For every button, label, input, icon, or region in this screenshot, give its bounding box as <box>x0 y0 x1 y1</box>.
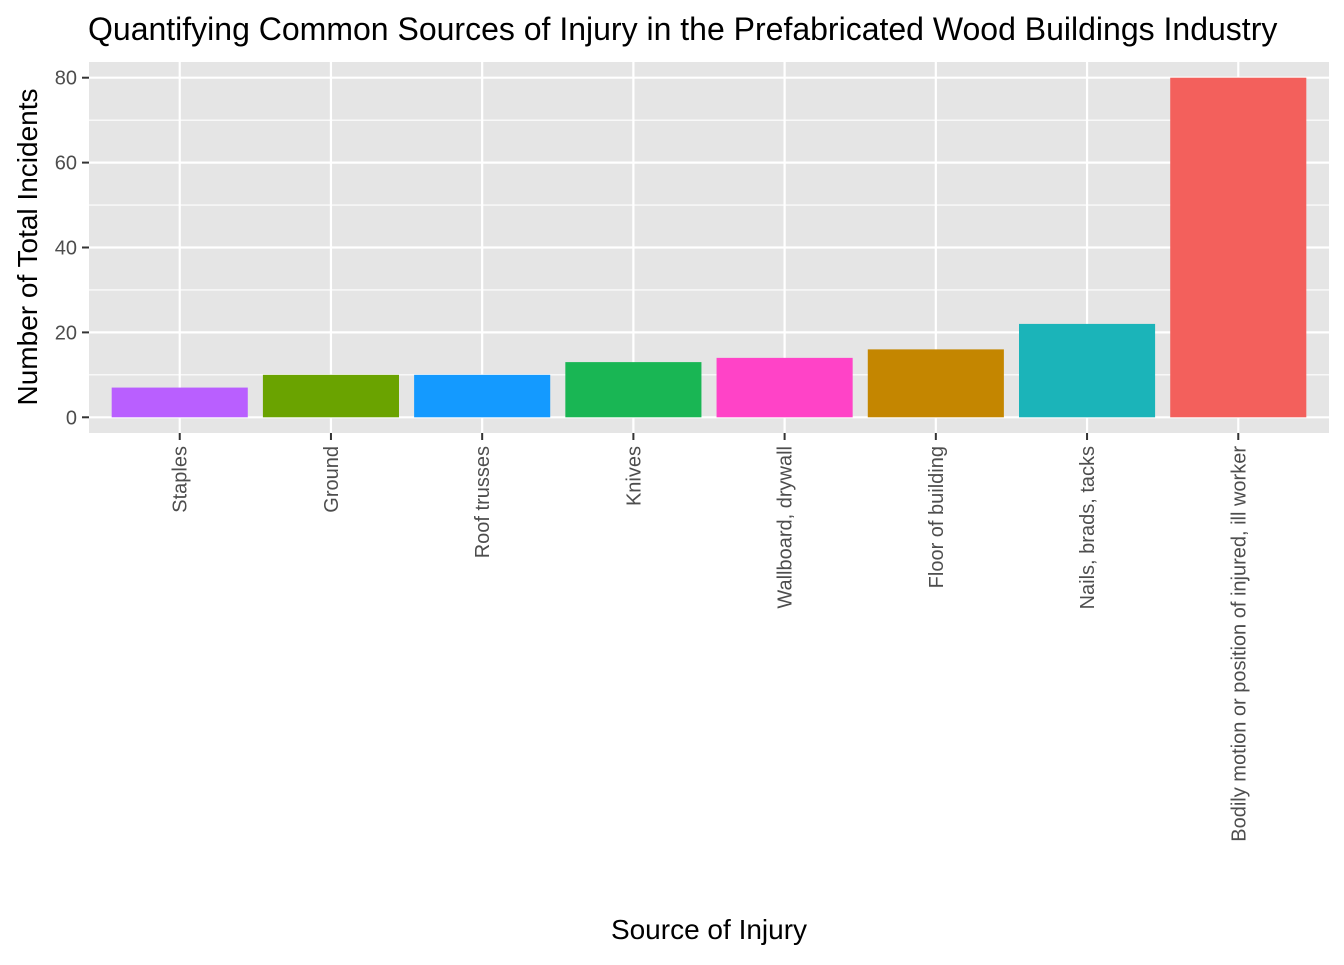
x-tick-label: Staples <box>170 446 192 513</box>
bar <box>565 362 702 418</box>
y-tick-label: 0 <box>66 407 77 429</box>
y-axis-title: Number of Total Incidents <box>12 89 43 406</box>
bars <box>111 77 1307 418</box>
x-tick-label: Floor of building <box>926 446 948 588</box>
bar <box>414 374 551 418</box>
bar <box>716 357 853 418</box>
y-tick-label: 40 <box>55 238 77 260</box>
x-tick-label: Wallboard, drywall <box>775 446 797 609</box>
y-tick-label: 60 <box>55 153 77 175</box>
x-tick-label: Knives <box>623 446 645 506</box>
bar <box>111 387 248 418</box>
grid-lines <box>89 62 1329 433</box>
x-tick-label: Bodily motion or position of injured, il… <box>1228 446 1250 842</box>
y-tick-label: 80 <box>55 68 77 90</box>
y-axis: 0 20 40 60 80 <box>55 68 89 429</box>
bar <box>1170 77 1307 418</box>
x-axis-title: Source of Injury <box>611 914 807 945</box>
x-tick-label: Ground <box>321 446 343 513</box>
y-tick-label: 20 <box>55 322 77 344</box>
x-axis: Staples Ground Roof trusses Knives Wallboard… <box>170 433 1250 842</box>
x-tick-label: Roof trusses <box>472 446 494 558</box>
bar <box>1019 323 1156 418</box>
chart-title: Quantifying Common Sources of Injury in … <box>88 11 1277 47</box>
bar <box>262 374 399 418</box>
x-tick-label: Nails, brads, tacks <box>1077 446 1099 609</box>
bar <box>867 349 1004 418</box>
